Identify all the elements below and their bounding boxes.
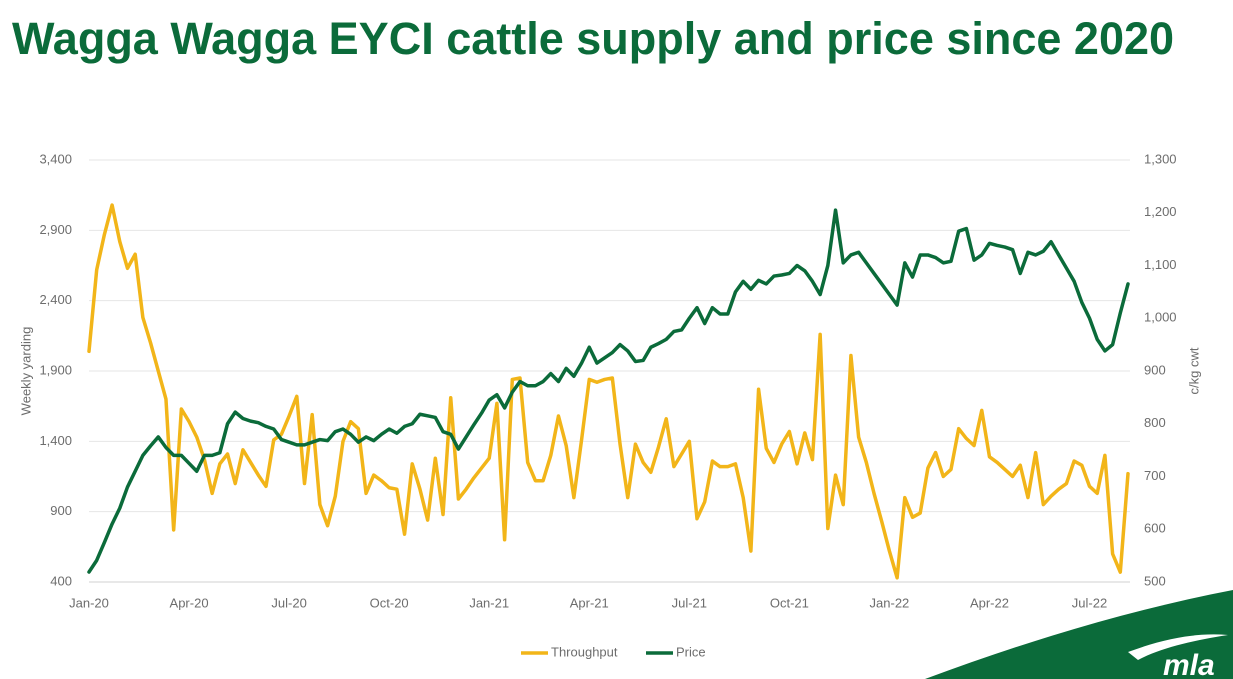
y2-tick-label: 500 — [1144, 573, 1166, 588]
x-tick-label: Jan-20 — [69, 595, 109, 610]
y2-tick-label: 1,000 — [1144, 310, 1177, 325]
y2-tick-label: 900 — [1144, 362, 1166, 377]
y2-tick-label: 1,200 — [1144, 204, 1177, 219]
x-tick-label: Apr-20 — [170, 595, 209, 610]
line-series — [87, 203, 1130, 580]
y2-tick-label: 800 — [1144, 415, 1166, 430]
chart-title: Wagga Wagga EYCI cattle supply and price… — [12, 13, 1174, 64]
y-tick-label: 2,400 — [39, 292, 72, 307]
y-tick-label: 400 — [50, 573, 72, 588]
x-tick-label: Jul-22 — [1072, 595, 1107, 610]
y2-tick-label: 1,300 — [1144, 151, 1177, 166]
x-tick-label: Jan-22 — [870, 595, 910, 610]
x-tick-label: Jul-21 — [672, 595, 707, 610]
x-tick-label: Apr-21 — [570, 595, 609, 610]
y-tick-label: 1,900 — [39, 362, 72, 377]
y2-tick-label: 600 — [1144, 521, 1166, 536]
logo-swoosh — [925, 590, 1233, 679]
logo-text: mla — [1163, 649, 1215, 679]
y2-tick-label: 1,100 — [1144, 257, 1177, 272]
line-series — [87, 208, 1130, 574]
x-tick-label: Jan-21 — [469, 595, 509, 610]
y-axis-label: Weekly yarding — [18, 327, 33, 416]
y2-tick-label: 700 — [1144, 468, 1166, 483]
legend-label: Throughput — [551, 644, 618, 659]
y-tick-label: 3,400 — [39, 151, 72, 166]
logo-mark — [1128, 634, 1228, 660]
x-tick-label: Oct-20 — [370, 595, 409, 610]
y-tick-label: 1,400 — [39, 433, 72, 448]
legend-label: Price — [676, 644, 706, 659]
y-tick-label: 2,900 — [39, 222, 72, 237]
x-tick-label: Jul-20 — [271, 595, 306, 610]
y-tick-label: 900 — [50, 503, 72, 518]
x-tick-label: Apr-22 — [970, 595, 1009, 610]
y2-axis-label: c/kg cwt — [1186, 347, 1201, 394]
x-tick-label: Oct-21 — [770, 595, 809, 610]
